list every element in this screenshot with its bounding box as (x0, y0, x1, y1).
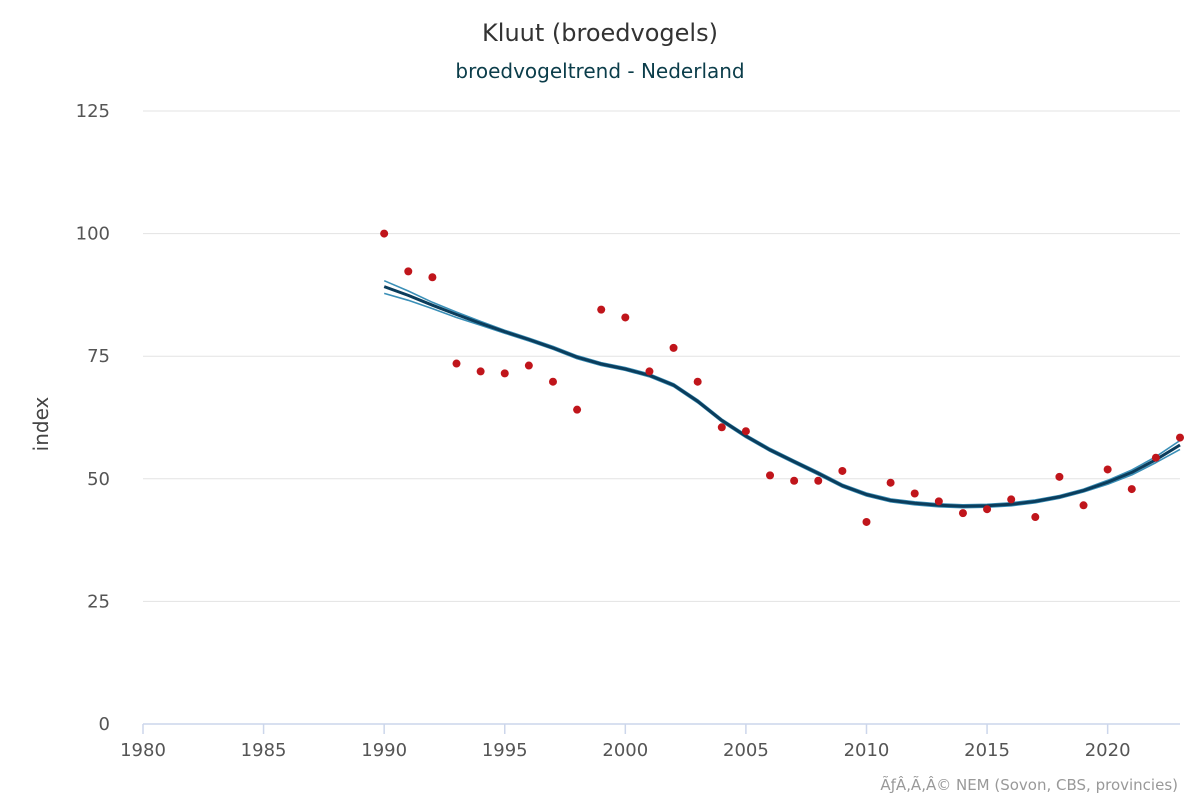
series-group (383, 279, 1181, 509)
x-tick-label-2015: 2015 (964, 740, 1010, 761)
data-point-1997[interactable] (548, 377, 557, 386)
y-tick-labels: 0 25 50 75 100 125 (76, 101, 110, 735)
x-tick-label-1990: 1990 (361, 740, 407, 761)
data-point-1991[interactable] (404, 267, 413, 276)
data-point-2008[interactable] (814, 476, 823, 485)
data-point-2010[interactable] (862, 517, 871, 526)
y-tick-label-50: 50 (87, 469, 110, 490)
data-points (380, 229, 1184, 526)
data-point-1998[interactable] (573, 405, 582, 414)
x-tick-label-2000: 2000 (602, 740, 648, 761)
data-point-2018[interactable] (1055, 472, 1064, 481)
data-point-2012[interactable] (910, 489, 919, 498)
series-line-upper (383, 279, 1181, 506)
data-point-2007[interactable] (790, 476, 799, 485)
data-point-2015[interactable] (983, 505, 992, 514)
data-point-1995[interactable] (500, 369, 509, 378)
chart-subtitle: broedvogeltrend - Nederland (455, 59, 744, 83)
data-point-1992[interactable] (428, 273, 437, 282)
x-tick-label-1985: 1985 (241, 740, 287, 761)
data-point-1994[interactable] (476, 367, 485, 376)
data-point-2023[interactable] (1176, 433, 1184, 442)
data-point-2009[interactable] (838, 466, 847, 475)
chart-title: Kluut (broedvogels) (482, 19, 718, 47)
data-point-2003[interactable] (693, 377, 702, 386)
y-tick-label-100: 100 (76, 224, 110, 245)
x-tick-label-2020: 2020 (1085, 740, 1131, 761)
x-tick-label-2005: 2005 (723, 740, 769, 761)
data-point-2000[interactable] (621, 313, 630, 322)
data-point-2013[interactable] (934, 497, 943, 506)
data-point-2020[interactable] (1103, 465, 1112, 474)
data-point-1993[interactable] (452, 359, 461, 368)
y-tick-label-125: 125 (76, 101, 110, 122)
data-point-2002[interactable] (669, 343, 678, 352)
x-tick-label-1980: 1980 (120, 740, 166, 761)
data-point-2016[interactable] (1007, 495, 1016, 504)
grid-lines (143, 110, 1180, 602)
data-point-2019[interactable] (1079, 501, 1088, 510)
x-tick-label-1995: 1995 (482, 740, 528, 761)
data-point-2017[interactable] (1031, 513, 1040, 522)
data-point-2004[interactable] (717, 423, 726, 432)
series-line-trend (383, 285, 1181, 508)
credits[interactable]: ÃƒÂ‚Ã‚Â© NEM (Sovon, CBS, provincies) (880, 775, 1178, 794)
data-point-1990[interactable] (380, 229, 389, 238)
x-axis: 1980 1985 1990 1995 2000 2005 2010 2015 2020 (120, 723, 1180, 761)
data-point-1999[interactable] (597, 305, 606, 314)
y-axis-label: index (29, 396, 53, 451)
data-point-2022[interactable] (1151, 453, 1160, 462)
data-point-2006[interactable] (766, 471, 775, 480)
data-point-2011[interactable] (886, 478, 895, 487)
x-tick-label-2010: 2010 (844, 740, 890, 761)
y-tick-label-75: 75 (87, 346, 110, 367)
data-point-2001[interactable] (645, 367, 654, 376)
data-point-1996[interactable] (524, 361, 533, 370)
data-point-2021[interactable] (1127, 485, 1136, 494)
y-tick-label-25: 25 (87, 591, 110, 612)
data-point-2005[interactable] (741, 427, 750, 436)
data-point-2014[interactable] (958, 509, 967, 518)
y-tick-label-0: 0 (99, 714, 110, 735)
